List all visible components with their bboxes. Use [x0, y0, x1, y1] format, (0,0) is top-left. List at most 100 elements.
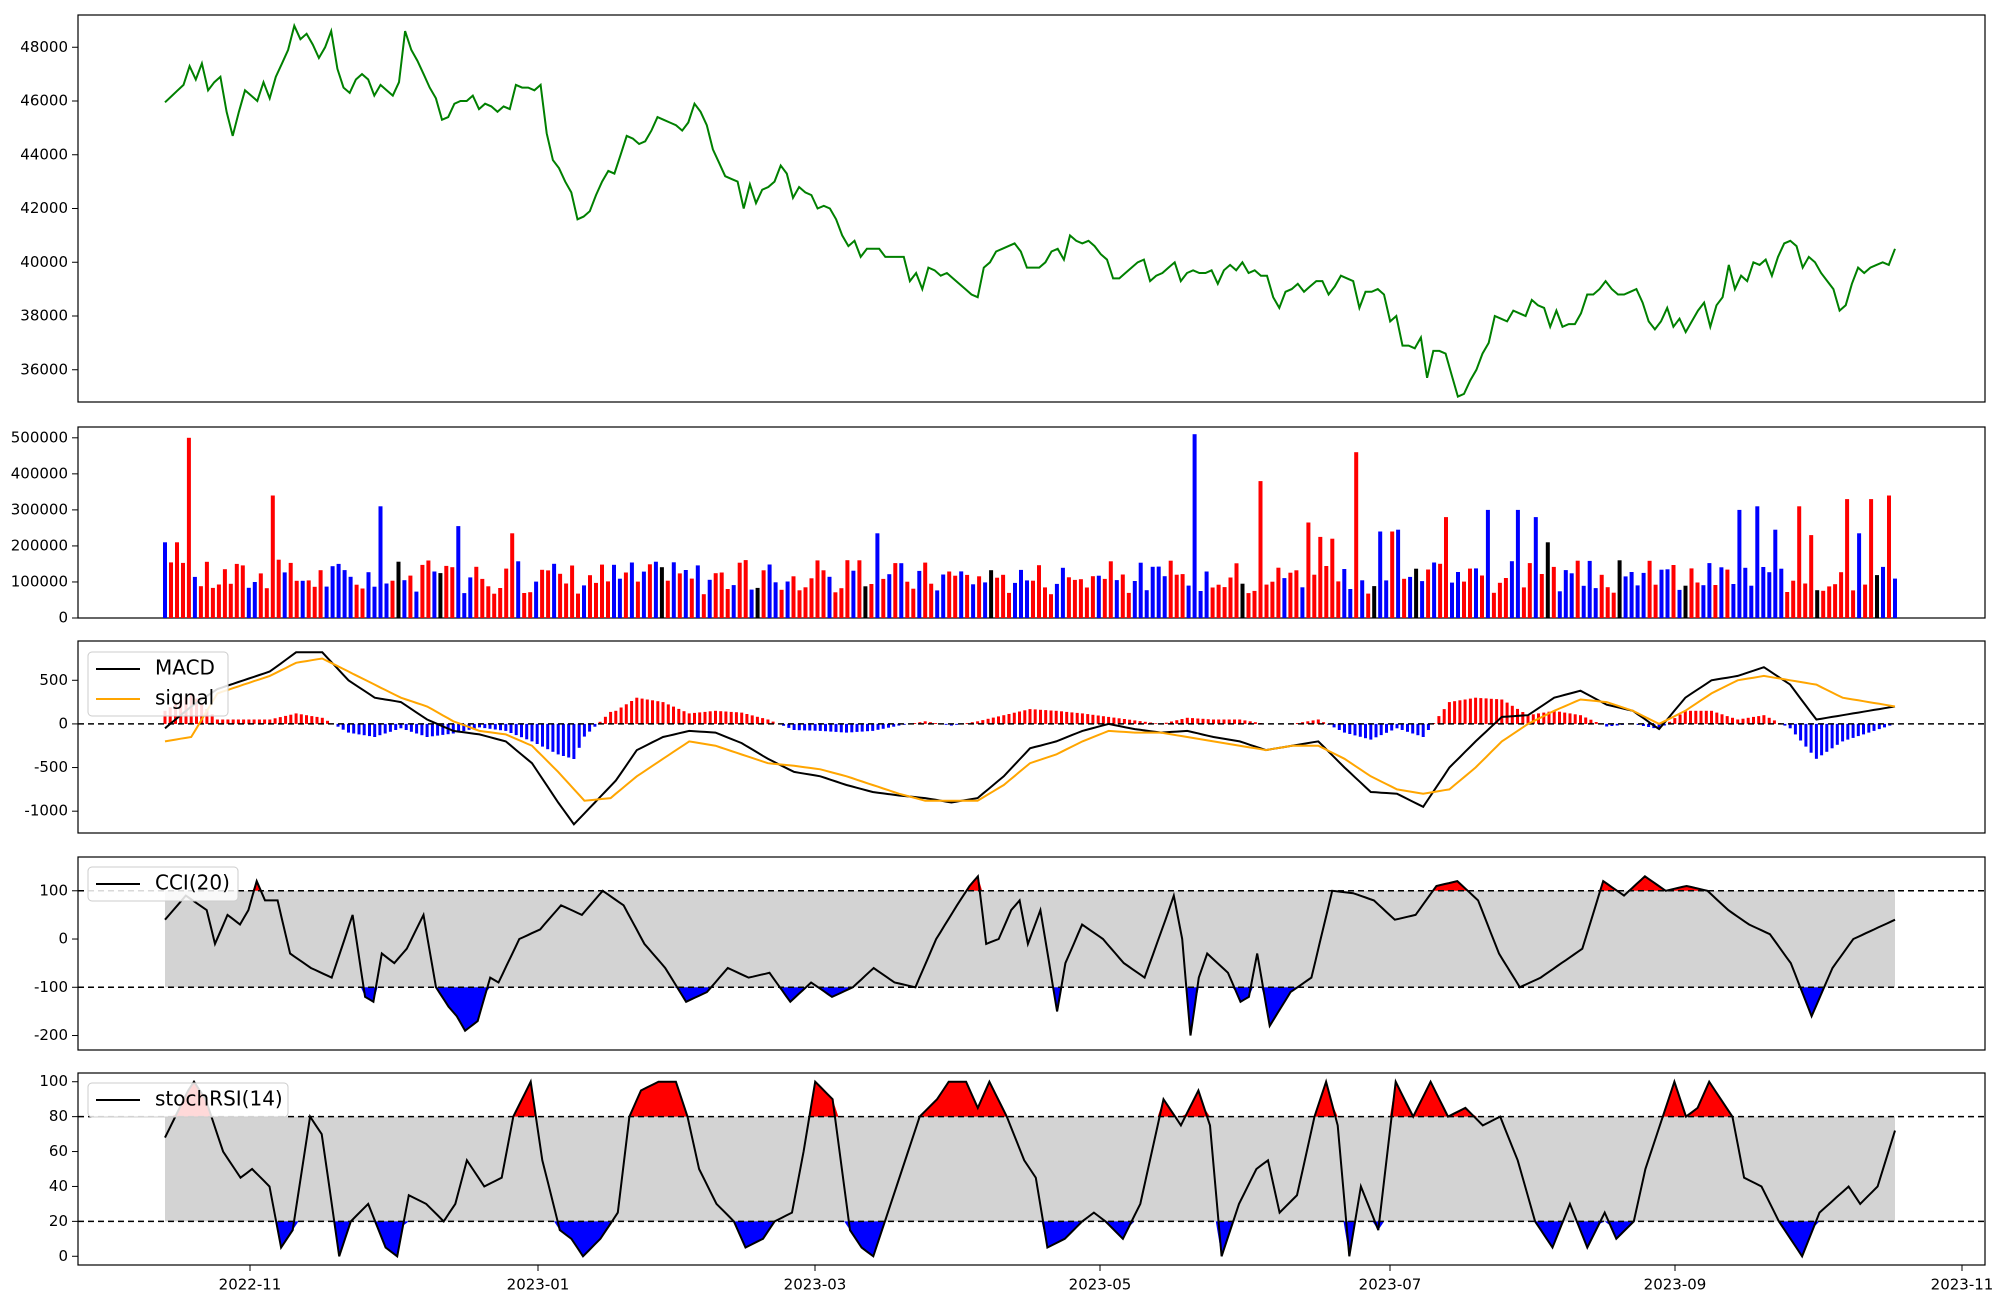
- volume-bar: [965, 574, 970, 618]
- macd-hist-bar: [1500, 699, 1504, 724]
- volume-bar: [833, 592, 838, 618]
- volume-bar: [1276, 567, 1281, 618]
- macd-hist-bar: [1584, 717, 1588, 724]
- macd-hist-bar: [1054, 710, 1058, 724]
- volume-bar: [186, 437, 191, 618]
- volume-bar: [1031, 580, 1035, 618]
- macd-hist-bar: [1086, 714, 1090, 724]
- macd-hist-bar: [1217, 719, 1221, 724]
- volume-bar: [749, 589, 754, 618]
- macd-hist-bar: [1128, 719, 1132, 724]
- macd-hist-bar: [1227, 719, 1231, 724]
- macd-hist-bar: [1474, 697, 1478, 724]
- volume-bar: [1641, 572, 1646, 618]
- volume-bar: [408, 575, 413, 618]
- macd-hist-bar: [1647, 723, 1651, 727]
- volume-bar: [869, 584, 874, 618]
- volume-bar: [1019, 569, 1023, 618]
- y-tick-label: 500000: [11, 428, 68, 446]
- macd-hist-bar: [1489, 698, 1493, 724]
- macd-hist-bar: [1657, 723, 1661, 730]
- volume-bar: [468, 577, 473, 618]
- volume-bar: [312, 586, 317, 618]
- volume-bar: [1270, 581, 1275, 618]
- volume-bar: [402, 580, 407, 618]
- volume-bar: [1264, 584, 1269, 618]
- macd-hist-bar: [782, 723, 786, 726]
- y-tick-label: 0: [58, 1247, 68, 1265]
- macd-hist-bar: [1080, 713, 1084, 724]
- volume-bar: [390, 580, 395, 618]
- macd-hist-bar: [1306, 721, 1310, 724]
- volume-bar: [1797, 506, 1802, 618]
- macd-hist-bar: [1023, 710, 1027, 724]
- macd-hist-bar: [1505, 702, 1509, 724]
- macd-hist-bar: [1437, 716, 1441, 724]
- macd-hist-bar: [556, 723, 560, 755]
- macd-hist-bar: [1683, 710, 1687, 724]
- macd-hist-bar: [499, 723, 502, 731]
- x-tick-label: 2022-11: [219, 1276, 282, 1294]
- macd-hist-bar: [761, 718, 765, 724]
- y-tick-label: -200: [34, 1026, 68, 1044]
- volume-bar: [1444, 517, 1448, 618]
- macd-hist-bar: [1731, 717, 1734, 724]
- macd-hist-bar: [1872, 723, 1876, 731]
- volume-bar: [1713, 585, 1718, 618]
- macd-hist-bar: [724, 711, 728, 724]
- macd-hist-bar: [1610, 723, 1614, 726]
- overbought-fill: [165, 1081, 1895, 1117]
- macd-hist-bar: [708, 711, 712, 724]
- macd-hist-bar: [257, 719, 261, 724]
- volume-bar: [893, 563, 898, 618]
- volume-bar: [1845, 499, 1850, 618]
- y-tick-label: 40000: [20, 253, 68, 271]
- volume-bar: [803, 587, 808, 618]
- volume-bar: [923, 562, 928, 618]
- volume-bar: [1623, 576, 1628, 618]
- y-tick-label: 48000: [20, 38, 68, 56]
- volume-bar: [528, 592, 533, 618]
- macd-hist-bar: [483, 723, 487, 729]
- macd-hist-bar: [1332, 723, 1336, 728]
- macd-hist-bar: [1358, 723, 1362, 737]
- macd-hist-bar: [818, 723, 822, 731]
- volume-bar: [1102, 578, 1107, 618]
- volume-bar: [1312, 574, 1317, 618]
- volume-bar: [1043, 587, 1047, 618]
- volume-bar: [324, 586, 329, 618]
- volume-bar: [258, 573, 263, 618]
- x-tick-label: 2023-09: [1644, 1276, 1707, 1294]
- macd-hist-bar: [1379, 723, 1383, 736]
- volume-bar: [1563, 570, 1568, 618]
- volume-bar: [462, 593, 467, 618]
- volume-bar: [1731, 584, 1736, 618]
- volume-bar: [594, 582, 598, 618]
- y-tick-label: 0: [58, 609, 68, 627]
- macd-hist-bar: [546, 723, 550, 750]
- volume-bar: [671, 562, 676, 618]
- volume-bar: [492, 593, 497, 618]
- macd-hist-bar: [388, 723, 392, 732]
- macd-hist-bar: [1170, 721, 1173, 724]
- macd-hist-bar: [666, 704, 670, 724]
- macd-hist-bar: [1804, 723, 1808, 747]
- volume-bar: [911, 588, 916, 618]
- macd-hist-bar: [242, 719, 246, 724]
- volume-bar: [570, 565, 575, 618]
- volume-bar: [731, 585, 736, 618]
- volume-bar: [935, 590, 940, 618]
- macd-hist-bar: [693, 712, 696, 724]
- volume-bar: [540, 569, 545, 618]
- volume-bar: [1462, 581, 1466, 618]
- macd-hist-bar: [1531, 714, 1535, 724]
- macd-hist-bar: [1442, 709, 1446, 724]
- macd-hist-bar: [1060, 711, 1063, 724]
- macd-hist-bar: [1542, 712, 1546, 724]
- macd-hist-bar: [1814, 723, 1818, 759]
- volume-bar: [1078, 579, 1083, 618]
- macd-hist-bar: [997, 716, 1000, 724]
- macd-hist-bar: [1563, 712, 1567, 724]
- macd-hist-bar: [871, 723, 875, 731]
- macd-hist-bar: [1044, 710, 1048, 724]
